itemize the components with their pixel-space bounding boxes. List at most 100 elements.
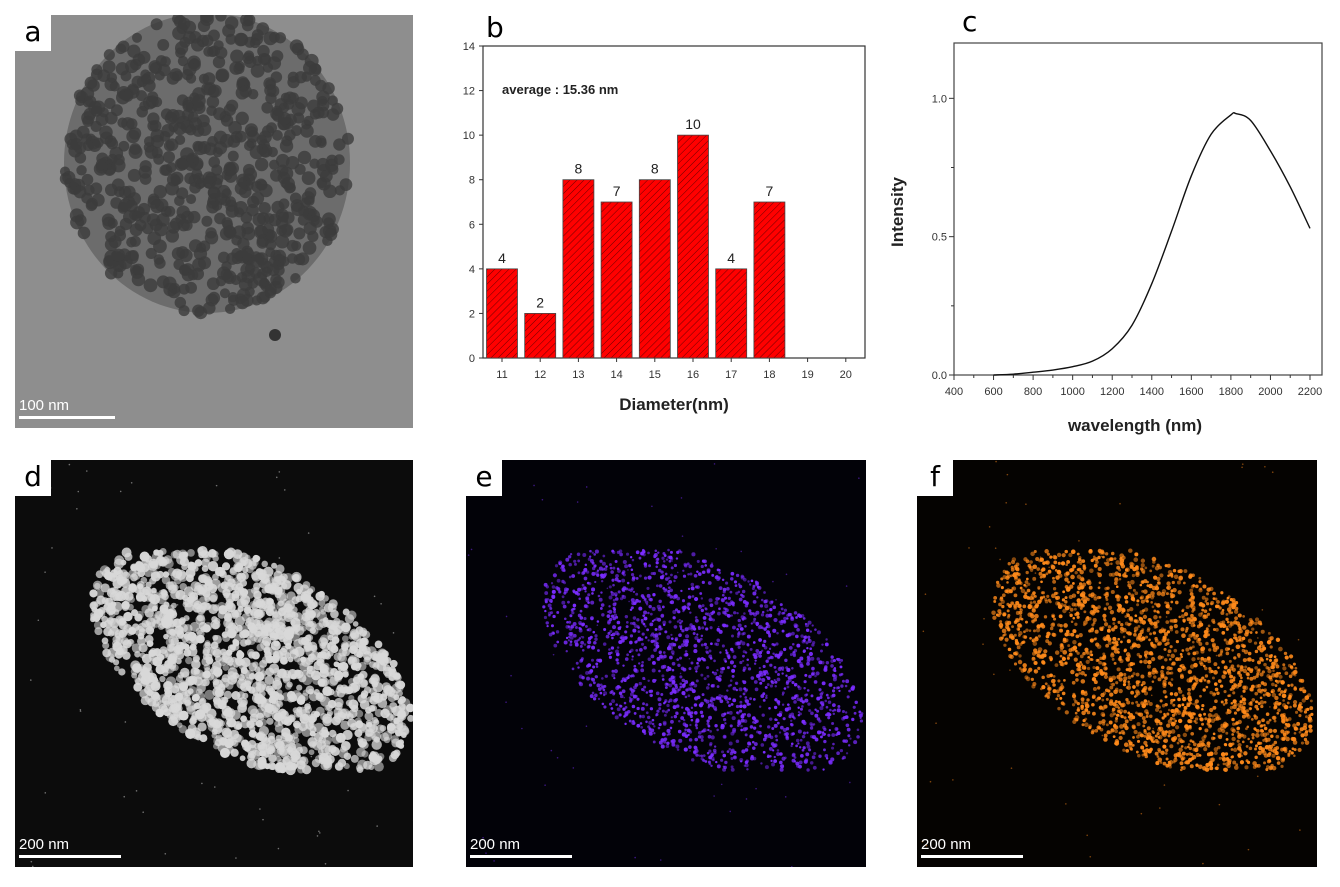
nanoparticle (1039, 557, 1044, 562)
nanoparticle (608, 648, 611, 651)
nanoparticle (722, 753, 727, 758)
noise-dot (485, 852, 487, 854)
nanoparticle (614, 630, 619, 636)
nanoparticle (691, 595, 695, 598)
nanoparticle (174, 296, 187, 309)
nanoparticle (619, 704, 623, 708)
nanoparticle (1195, 763, 1199, 767)
nanoparticle (212, 661, 222, 671)
nanoparticle (324, 653, 332, 660)
nanoparticle (738, 687, 743, 692)
nanoparticle (291, 756, 298, 763)
nanoparticle (1164, 658, 1168, 662)
nanoparticle (766, 609, 769, 612)
noise-dot (717, 625, 720, 628)
nanoparticle (729, 590, 733, 594)
nanoparticle (638, 681, 643, 686)
nanoparticle (705, 627, 709, 631)
nanoparticle (716, 669, 719, 672)
nanoparticle (686, 606, 690, 610)
nanoparticle (610, 651, 613, 654)
nanoparticle (604, 674, 608, 678)
nanoparticle (572, 603, 577, 608)
nanoparticle (617, 626, 622, 631)
nanoparticle (698, 604, 703, 609)
nanoparticle (634, 694, 638, 698)
nanoparticle (275, 734, 282, 742)
nanoparticle (117, 117, 128, 128)
nanoparticle (266, 717, 274, 725)
nanoparticle (788, 646, 793, 650)
nanoparticle (846, 727, 851, 732)
nanoparticle (722, 623, 727, 628)
nanoparticle (653, 553, 658, 557)
y-tick-label: 8 (469, 175, 475, 187)
nanoparticle (597, 649, 600, 652)
nanoparticle (588, 670, 593, 675)
nanoparticle (251, 681, 262, 692)
nanoparticle (680, 620, 684, 623)
nanoparticle (99, 565, 110, 576)
noise-dot (510, 674, 512, 677)
nanoparticle (726, 614, 731, 618)
nanoparticle (1178, 689, 1183, 694)
nanoparticle (290, 673, 297, 680)
nanoparticle (371, 731, 382, 741)
nanoparticle (201, 215, 213, 227)
nanoparticle (714, 724, 718, 728)
bar-data-label: 4 (498, 250, 506, 266)
nanoparticle (248, 89, 259, 100)
nanoparticle (267, 582, 277, 592)
nanoparticle (724, 760, 728, 765)
nanoparticle (231, 590, 240, 599)
nanoparticle (261, 750, 270, 759)
nanoparticle (247, 705, 258, 716)
nanoparticle (214, 566, 224, 577)
nanoparticle (101, 637, 109, 645)
nanoparticle (1284, 726, 1288, 730)
nanoparticle (694, 616, 698, 619)
nanoparticle (674, 637, 679, 641)
nanoparticle (631, 577, 636, 582)
nanoparticle (155, 708, 165, 718)
nanoparticle (716, 764, 721, 769)
nanoparticle (730, 757, 734, 760)
nanoparticle (680, 643, 685, 648)
nanoparticle (685, 639, 689, 643)
nanoparticle (845, 752, 849, 755)
nanoparticle (840, 684, 844, 688)
nanoparticle (1213, 670, 1218, 675)
nanoparticle (1194, 717, 1199, 721)
nanoparticle (779, 760, 783, 765)
nanoparticle (645, 711, 649, 715)
nanoparticle (831, 721, 835, 725)
nanoparticle (737, 631, 741, 634)
nanoparticle (727, 596, 731, 600)
nanoparticle (1263, 726, 1268, 731)
nanoparticle (182, 601, 189, 608)
nanoparticle (725, 601, 728, 605)
nanoparticle (146, 213, 160, 227)
nanoparticle (684, 728, 687, 732)
nanoparticle (618, 640, 622, 645)
nanoparticle (1181, 703, 1185, 707)
nanoparticle (662, 586, 666, 590)
nanoparticle (1151, 605, 1155, 609)
nanoparticle (257, 756, 267, 766)
nanoparticle (1092, 711, 1096, 716)
nanoparticle (743, 713, 747, 716)
nanoparticle (859, 719, 864, 723)
nanoparticle (201, 657, 211, 667)
nanoparticle (655, 617, 659, 621)
particle (269, 329, 281, 341)
nanoparticle (630, 568, 634, 572)
nanoparticle (823, 666, 828, 671)
nanoparticle (738, 597, 743, 602)
nanoparticle (272, 130, 283, 141)
nanoparticle (203, 176, 216, 189)
nanoparticle (225, 721, 232, 728)
nanoparticle (760, 762, 763, 765)
nanoparticle (762, 664, 766, 669)
nanoparticle (804, 698, 809, 703)
nanoparticle (814, 628, 817, 631)
